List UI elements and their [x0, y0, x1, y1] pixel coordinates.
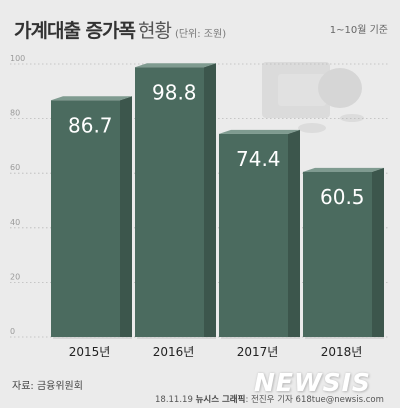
- x-tick-label: 2018년: [321, 345, 363, 359]
- x-tick-label: 2015년: [69, 345, 111, 359]
- bar-side: [120, 96, 132, 338]
- bars: 86.7 98.8 74.4 60.5: [51, 63, 384, 340]
- chart-title: 가계대출 증가폭 현황 (단위: 조원): [14, 16, 226, 43]
- bar-top: [303, 167, 384, 172]
- source-note: 자료: 금융위원회: [12, 381, 83, 392]
- unit-label: (단위: 조원): [174, 29, 227, 40]
- bar: [303, 171, 372, 337]
- period-note: 1~10월 기준: [329, 25, 388, 36]
- y-tick-label: 100: [10, 54, 25, 63]
- title-sub: 현황: [137, 20, 172, 42]
- bar: [51, 100, 120, 338]
- purse-illustration: [318, 68, 362, 108]
- bar-value-label: 74.4: [236, 147, 281, 171]
- x-tick-label: 2017년: [237, 345, 279, 359]
- bar-side: [288, 129, 300, 337]
- y-tick-label: 60: [10, 163, 20, 172]
- coin-illustration: [298, 123, 326, 133]
- credit-date: 18.11.19: [155, 395, 193, 405]
- card-illustration: [278, 74, 326, 106]
- y-tick-label: 20: [10, 272, 20, 281]
- bar-side: [372, 167, 384, 337]
- y-tick-label: 80: [10, 109, 20, 118]
- coin-illustration: [340, 114, 364, 122]
- newsis-logo: NEWSIS: [254, 368, 371, 397]
- bar: [135, 67, 204, 337]
- bar-value-label: 60.5: [320, 185, 365, 209]
- credit-line: 18.11.19 뉴시스 그래픽: 전진우 기자 618tue@newsis.c…: [155, 395, 384, 405]
- y-tick-label: 40: [10, 218, 20, 227]
- bar-top: [51, 96, 132, 101]
- x-axis-labels: 2015년 2016년 2017년 2018년: [69, 345, 363, 359]
- y-tick-label: 0: [10, 327, 15, 336]
- bar-top: [219, 129, 300, 134]
- x-tick-label: 2016년: [153, 345, 195, 359]
- credit-author: 전진우 기자 618tue@newsis.com: [251, 395, 384, 405]
- bar: [219, 133, 288, 337]
- bar-side: [204, 63, 216, 337]
- title-main: 가계대출 증가폭: [14, 20, 136, 42]
- bar-top: [135, 63, 216, 68]
- bar-value-label: 98.8: [152, 80, 197, 104]
- credit-agency: 뉴시스 그래픽: [195, 395, 246, 405]
- bar-value-label: 86.7: [68, 113, 113, 137]
- decorative-illustration: [262, 62, 364, 133]
